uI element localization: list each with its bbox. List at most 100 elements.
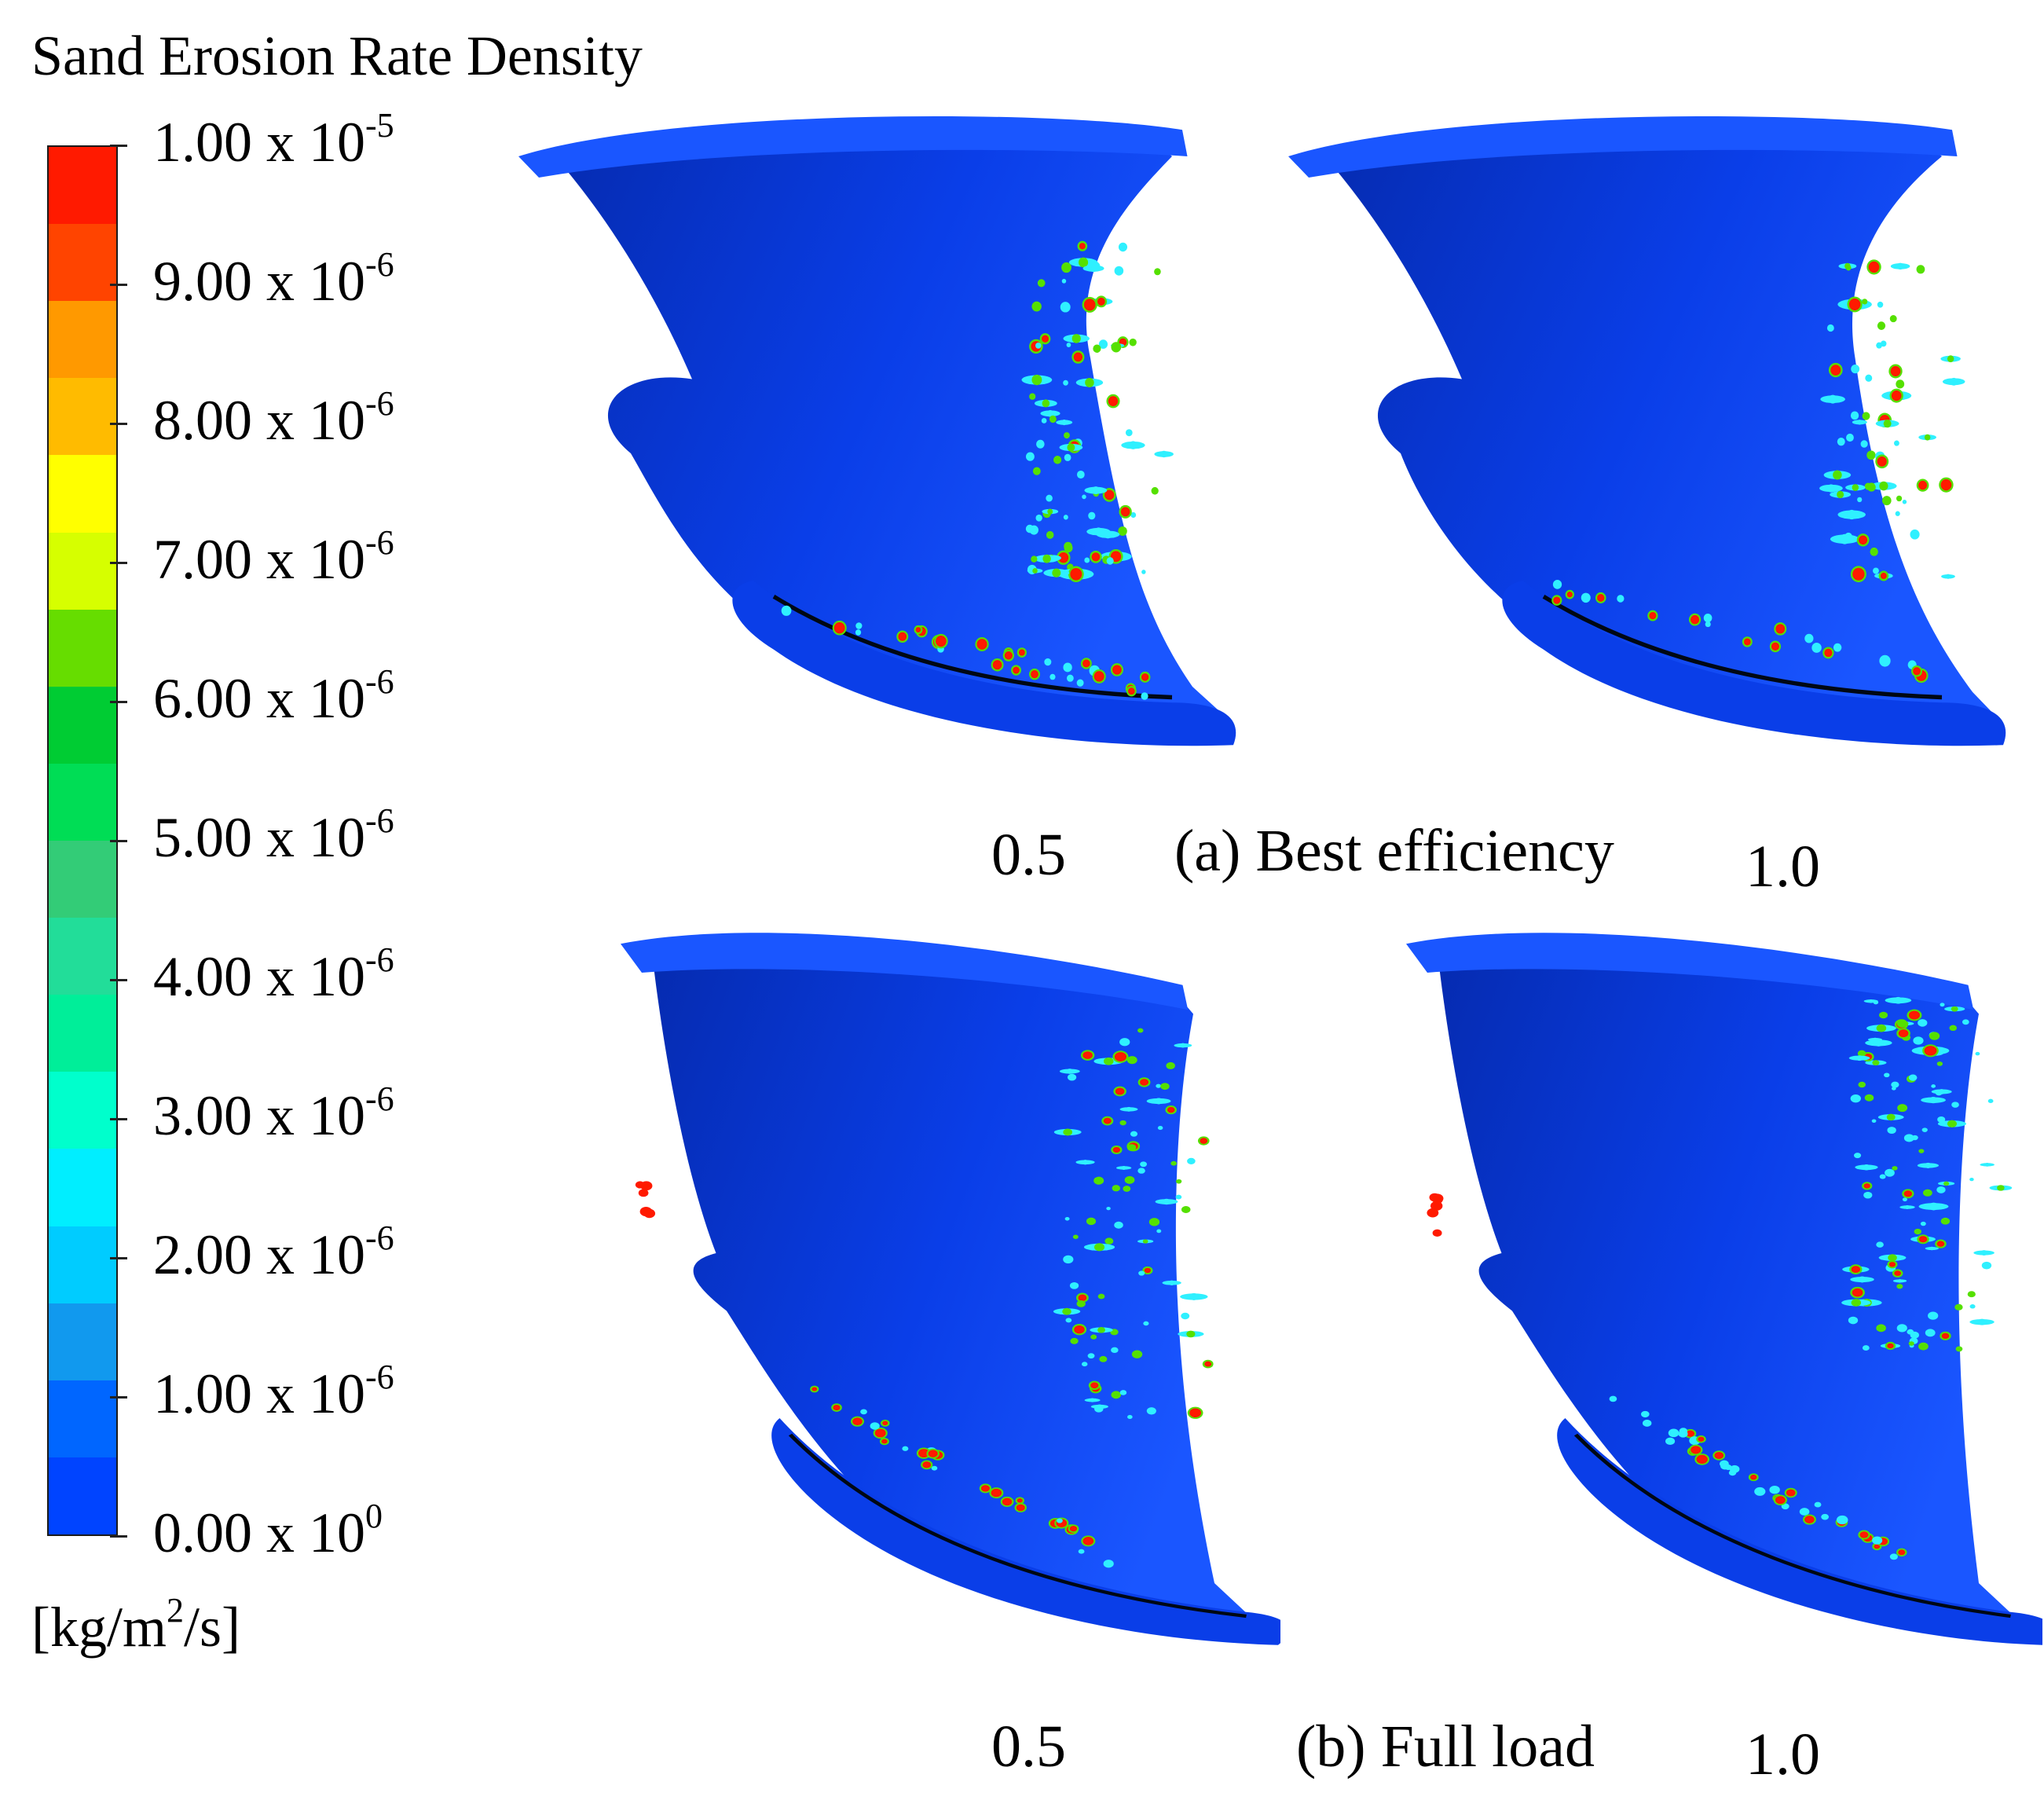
erosion-spot xyxy=(1863,1164,1870,1171)
erosion-spot xyxy=(1118,242,1128,252)
erosion-spot xyxy=(1896,262,1904,270)
colorbar-band xyxy=(49,1226,116,1303)
erosion-spot xyxy=(1082,659,1090,668)
erosion-spot xyxy=(1866,450,1876,460)
colorbar-tick-label: 2.00 x 10-6 xyxy=(153,1219,394,1286)
erosion-spot xyxy=(1140,1161,1148,1168)
erosion-spot xyxy=(1848,298,1861,310)
erosion-spot xyxy=(1138,1270,1145,1276)
erosion-spot xyxy=(1877,301,1884,308)
erosion-spot xyxy=(1665,1437,1676,1446)
erosion-spot xyxy=(1127,1414,1133,1420)
colorbar-band xyxy=(49,224,116,302)
legend-colorbar xyxy=(47,145,118,1536)
erosion-spot xyxy=(1977,1318,1987,1325)
erosion-spot xyxy=(1175,1194,1182,1200)
erosion-spot xyxy=(1035,514,1042,522)
erosion-spot xyxy=(1910,529,1920,540)
erosion-spot xyxy=(1857,497,1863,503)
colorbar-tick xyxy=(110,1396,127,1399)
erosion-spot xyxy=(882,1421,888,1426)
erosion-spot xyxy=(1067,443,1075,452)
erosion-spot xyxy=(1093,1243,1105,1252)
erosion-spot xyxy=(811,1387,818,1391)
blade-render-a-0-5 xyxy=(518,115,1236,746)
erosion-spot xyxy=(1063,1255,1074,1264)
erosion-spot xyxy=(1918,1019,1928,1027)
erosion-spot xyxy=(1859,1531,1869,1538)
blade-render-b-0-5 xyxy=(621,933,1280,1645)
erosion-spot xyxy=(1097,297,1105,306)
erosion-spot xyxy=(1879,1174,1886,1179)
erosion-spot xyxy=(1004,651,1013,660)
erosion-spot xyxy=(1121,1165,1126,1170)
erosion-spot xyxy=(1175,1179,1182,1184)
erosion-spot xyxy=(1862,412,1870,420)
erosion-spot xyxy=(1888,1254,1897,1262)
erosion-spot xyxy=(1864,1094,1874,1102)
erosion-spot xyxy=(1057,1518,1063,1523)
colorbar-band xyxy=(49,763,116,841)
erosion-spot xyxy=(1879,654,1891,667)
erosion-spot xyxy=(1743,638,1751,646)
erosion-spot xyxy=(1076,679,1084,687)
erosion-spot xyxy=(1857,420,1863,425)
colorbar-tick-label: 5.00 x 10-6 xyxy=(153,801,394,869)
erosion-spot xyxy=(643,1208,656,1219)
erosion-spot xyxy=(1750,1474,1757,1480)
erosion-spot xyxy=(1031,670,1038,679)
erosion-spot xyxy=(1951,1006,1958,1012)
erosion-spot xyxy=(1112,665,1122,675)
erosion-spot xyxy=(1884,1072,1890,1078)
erosion-spot xyxy=(1954,1303,1963,1311)
blade-slot xyxy=(772,594,1173,700)
erosion-spot xyxy=(1851,1299,1862,1307)
erosion-spot xyxy=(1852,567,1865,581)
colorbar-band xyxy=(49,1457,116,1534)
erosion-spot xyxy=(1885,1168,1895,1177)
erosion-spot xyxy=(1103,1057,1114,1065)
erosion-spot xyxy=(992,660,1002,670)
blade-bottom-rim xyxy=(732,581,1236,746)
erosion-spot xyxy=(1168,1280,1175,1285)
erosion-spot xyxy=(1082,1051,1093,1059)
erosion-spot xyxy=(1640,1410,1650,1418)
erosion-spot xyxy=(1128,687,1135,695)
colorbar-tick xyxy=(110,562,127,564)
erosion-spot xyxy=(1064,453,1071,461)
colorbar-tick xyxy=(110,145,127,147)
erosion-spot xyxy=(1852,1288,1863,1297)
erosion-spot xyxy=(1898,1549,1906,1556)
erosion-spot xyxy=(1804,633,1814,643)
erosion-spot xyxy=(1062,1307,1071,1315)
colorbar-tick-label: 8.00 x 10-6 xyxy=(153,384,394,452)
colorbar-tick xyxy=(110,284,127,286)
erosion-spot xyxy=(860,1409,867,1415)
erosion-spot xyxy=(1870,547,1878,556)
erosion-spot xyxy=(1103,1117,1112,1124)
blade-surface xyxy=(652,951,1268,1633)
erosion-spot xyxy=(1804,1516,1815,1523)
erosion-spot xyxy=(1090,262,1101,271)
erosion-spot xyxy=(1029,393,1036,400)
erosion-spot xyxy=(1106,1206,1111,1211)
erosion-spot xyxy=(1072,1234,1079,1239)
erosion-spot xyxy=(1088,511,1096,520)
blade-top-rim xyxy=(1288,115,1958,178)
erosion-spot xyxy=(1876,1324,1886,1333)
erosion-spot xyxy=(1063,662,1072,673)
erosion-spot xyxy=(1103,1560,1114,1568)
colorbar-band xyxy=(49,147,116,225)
erosion-spot xyxy=(1705,621,1711,628)
colorbar-tick xyxy=(110,1118,127,1120)
colorbar-band xyxy=(49,301,116,379)
erosion-spot xyxy=(1891,390,1902,401)
erosion-spot xyxy=(1035,343,1042,349)
erosion-spot xyxy=(1076,470,1085,479)
erosion-spot xyxy=(1845,265,1852,271)
erosion-spot xyxy=(1156,1229,1162,1234)
erosion-spot xyxy=(1886,1113,1896,1121)
erosion-spot xyxy=(1061,278,1067,284)
erosion-spot xyxy=(1063,1128,1073,1136)
erosion-spot xyxy=(1887,1343,1894,1349)
